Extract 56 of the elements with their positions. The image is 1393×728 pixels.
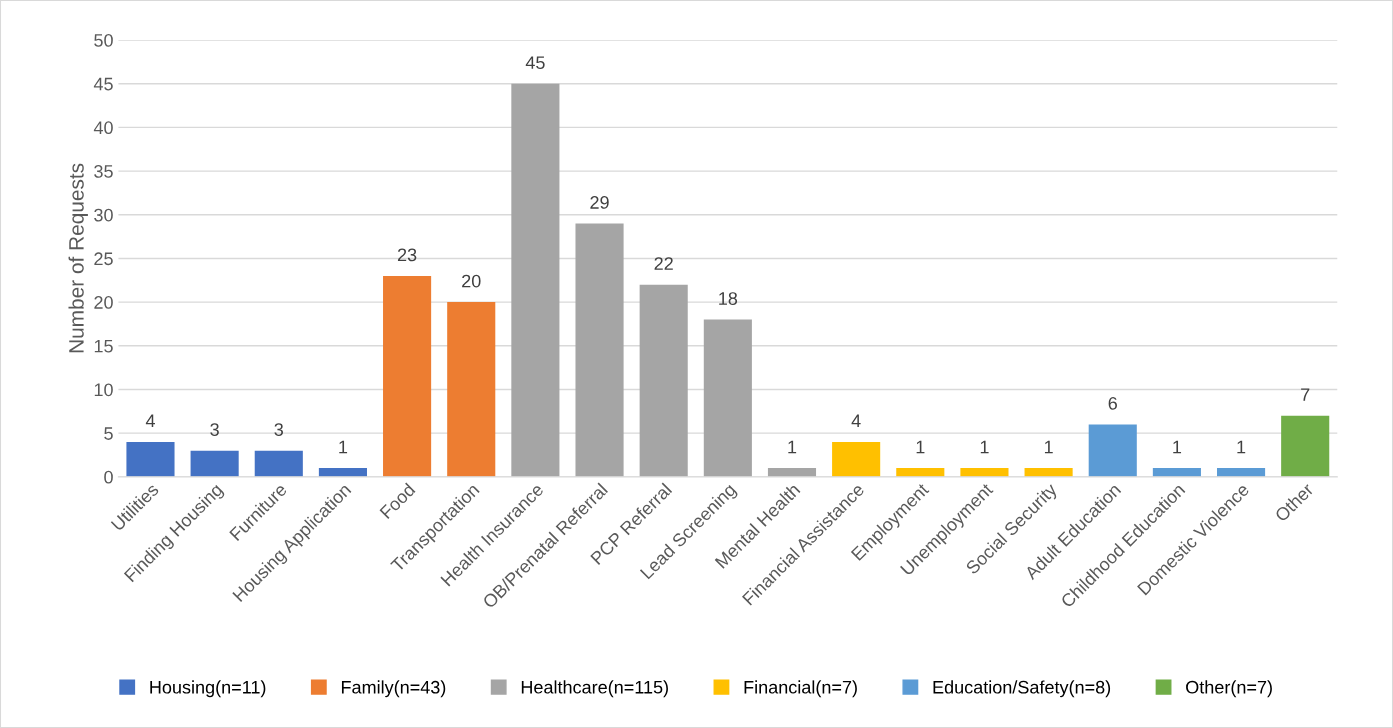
legend-label: Other(n=7) — [1186, 680, 1272, 698]
data-label: 1 — [916, 440, 925, 454]
data-label: 6 — [1108, 396, 1117, 410]
bar — [639, 284, 688, 477]
bar — [1281, 415, 1330, 477]
data-label: 29 — [590, 196, 609, 209]
data-label: 3 — [274, 423, 284, 436]
bar — [832, 441, 881, 477]
data-label: 23 — [397, 248, 417, 262]
y-tick-label: 25 — [94, 252, 113, 266]
data-label: 1 — [1044, 440, 1053, 454]
bar — [318, 468, 367, 477]
legend-label: Housing(n=11) — [150, 680, 266, 698]
y-tick-label: 15 — [94, 339, 113, 353]
data-label: 18 — [719, 292, 738, 305]
bar — [1024, 468, 1073, 477]
y-tick-label: 0 — [104, 470, 113, 484]
data-label: 7 — [1301, 388, 1310, 401]
bar — [511, 83, 560, 477]
y-tick-label: 10 — [94, 383, 113, 397]
bar — [447, 302, 496, 477]
legend-label: Financial(n=7) — [744, 680, 857, 698]
bar — [1217, 468, 1266, 477]
data-label: 22 — [654, 257, 673, 270]
bar — [1088, 424, 1137, 477]
y-tick-label: 50 — [94, 33, 113, 47]
bar — [767, 468, 817, 477]
data-label: 4 — [851, 414, 861, 428]
bar — [896, 468, 945, 477]
data-label: 45 — [525, 56, 545, 70]
y-tick-label: 30 — [94, 208, 113, 222]
legend-label: Family(n=43) — [341, 680, 446, 698]
bar — [190, 450, 239, 477]
y-tick-label: 40 — [93, 121, 113, 135]
bar — [703, 319, 752, 477]
data-label: 1 — [788, 440, 797, 454]
bar — [383, 275, 432, 477]
data-label: 1 — [1173, 440, 1182, 454]
legend-label: Education/Safety(n=8) — [933, 680, 1111, 698]
bar — [1152, 468, 1201, 477]
bar — [960, 468, 1009, 477]
y-axis-title: Number of Requests — [68, 163, 88, 353]
bar — [575, 223, 624, 477]
data-label: 3 — [210, 423, 219, 436]
data-label: 1 — [339, 440, 348, 454]
y-tick-label: 5 — [104, 427, 113, 440]
bar — [126, 441, 175, 477]
y-tick-label: 35 — [94, 165, 113, 178]
y-tick-label: 20 — [94, 296, 113, 309]
y-tick-label: 45 — [93, 77, 113, 91]
data-label: 20 — [462, 274, 481, 288]
data-label: 1 — [980, 440, 989, 454]
bar — [254, 450, 303, 477]
data-label: 1 — [1237, 440, 1246, 454]
legend-label: Healthcare(n=115) — [521, 680, 668, 698]
data-label: 4 — [145, 414, 155, 428]
